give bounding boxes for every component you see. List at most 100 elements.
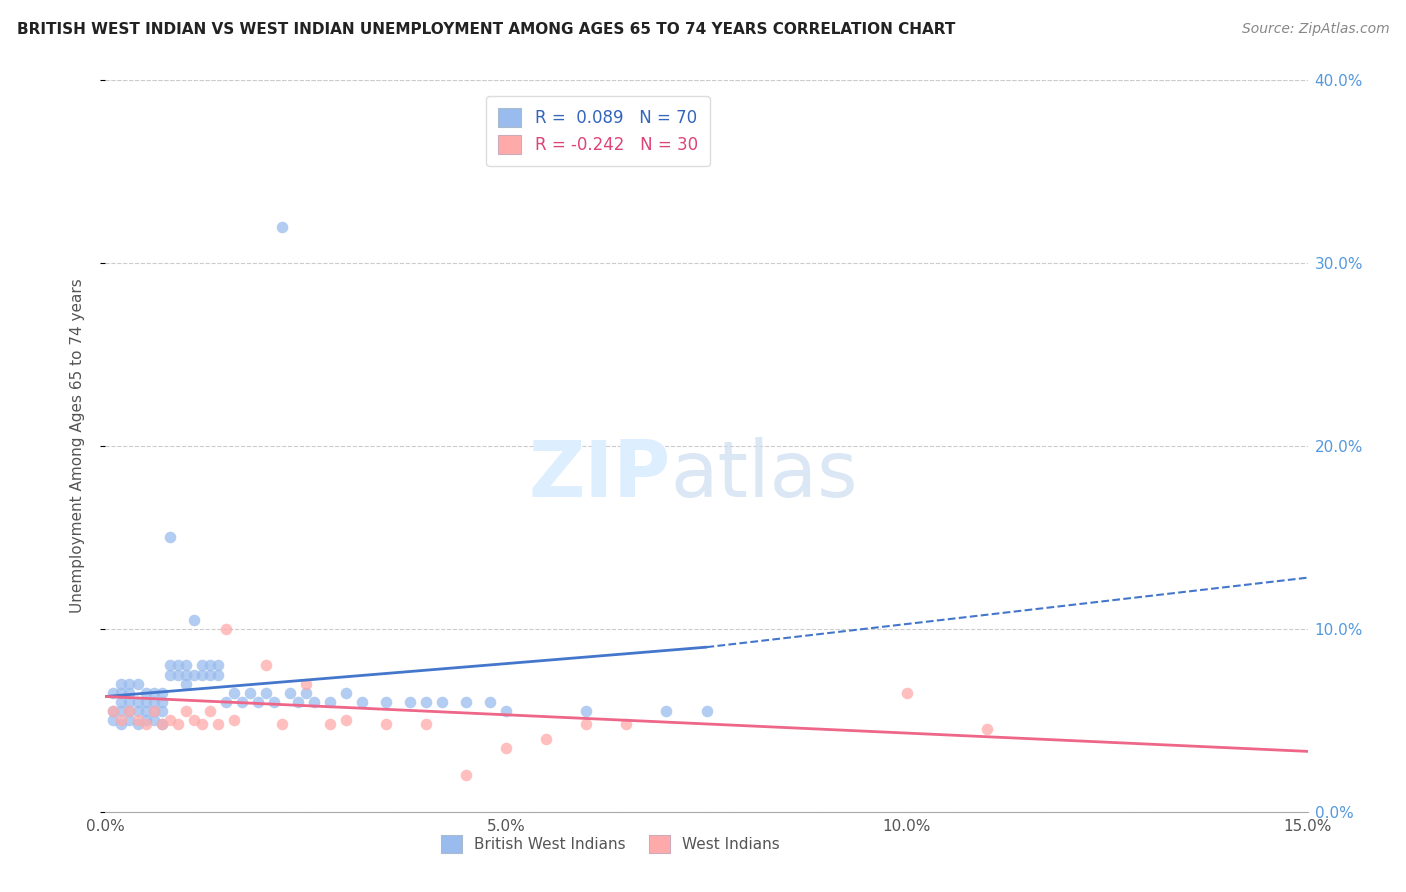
Point [118, 686, 141, 700]
Point [135, 704, 157, 718]
Point [166, 667, 188, 681]
Point [207, 658, 229, 673]
Point [222, 686, 245, 700]
Point [655, 704, 678, 718]
Point [135, 695, 157, 709]
Point [103, 704, 125, 718]
Point [295, 686, 318, 700]
Point [183, 613, 205, 627]
Point [295, 676, 318, 690]
Point [135, 717, 157, 731]
Point [159, 530, 181, 544]
Point [198, 704, 221, 718]
Point [415, 695, 437, 709]
Point [174, 667, 197, 681]
Point [110, 704, 132, 718]
Point [495, 740, 517, 755]
Point [118, 676, 141, 690]
Point [150, 704, 173, 718]
Point [150, 695, 173, 709]
Text: ZIP: ZIP [529, 437, 671, 513]
Point [110, 676, 132, 690]
Point [399, 695, 422, 709]
Point [254, 658, 277, 673]
Point [190, 717, 212, 731]
Point [278, 686, 301, 700]
Point [110, 686, 132, 700]
Point [183, 667, 205, 681]
Point [350, 695, 373, 709]
Point [214, 622, 236, 636]
Point [231, 695, 253, 709]
Point [118, 695, 141, 709]
Point [335, 714, 357, 728]
Point [696, 704, 718, 718]
Point [127, 676, 149, 690]
Point [415, 717, 437, 731]
Point [270, 219, 292, 234]
Point [159, 658, 181, 673]
Point [198, 658, 221, 673]
Point [159, 667, 181, 681]
Point [135, 714, 157, 728]
Point [263, 695, 285, 709]
Point [534, 731, 557, 746]
Point [150, 686, 173, 700]
Point [239, 686, 262, 700]
Point [198, 667, 221, 681]
Point [454, 695, 477, 709]
Point [110, 717, 132, 731]
Point [287, 695, 309, 709]
Point [127, 695, 149, 709]
Point [118, 704, 141, 718]
Y-axis label: Unemployment Among Ages 65 to 74 years: Unemployment Among Ages 65 to 74 years [70, 278, 84, 614]
Point [319, 695, 342, 709]
Point [616, 717, 638, 731]
Point [142, 686, 165, 700]
Point [430, 695, 453, 709]
Point [142, 695, 165, 709]
Point [896, 686, 918, 700]
Point [495, 704, 517, 718]
Point [207, 667, 229, 681]
Point [319, 717, 342, 731]
Point [142, 704, 165, 718]
Point [142, 714, 165, 728]
Point [110, 695, 132, 709]
Point [166, 717, 188, 731]
Point [479, 695, 502, 709]
Text: atlas: atlas [671, 437, 858, 513]
Point [103, 704, 125, 718]
Point [575, 704, 598, 718]
Point [190, 658, 212, 673]
Point [135, 686, 157, 700]
Point [159, 714, 181, 728]
Point [103, 714, 125, 728]
Legend: British West Indians, West Indians: British West Indians, West Indians [434, 829, 786, 859]
Point [166, 658, 188, 673]
Point [110, 714, 132, 728]
Point [174, 658, 197, 673]
Point [254, 686, 277, 700]
Text: Source: ZipAtlas.com: Source: ZipAtlas.com [1241, 22, 1389, 37]
Point [270, 717, 292, 731]
Point [374, 717, 398, 731]
Point [142, 704, 165, 718]
Point [207, 717, 229, 731]
Point [127, 714, 149, 728]
Point [575, 717, 598, 731]
Text: BRITISH WEST INDIAN VS WEST INDIAN UNEMPLOYMENT AMONG AGES 65 TO 74 YEARS CORREL: BRITISH WEST INDIAN VS WEST INDIAN UNEMP… [17, 22, 955, 37]
Point [335, 686, 357, 700]
Point [118, 714, 141, 728]
Point [246, 695, 269, 709]
Point [127, 717, 149, 731]
Point [302, 695, 325, 709]
Point [183, 714, 205, 728]
Point [190, 667, 212, 681]
Point [103, 686, 125, 700]
Point [174, 704, 197, 718]
Point [127, 704, 149, 718]
Point [118, 704, 141, 718]
Point [150, 717, 173, 731]
Point [454, 768, 477, 782]
